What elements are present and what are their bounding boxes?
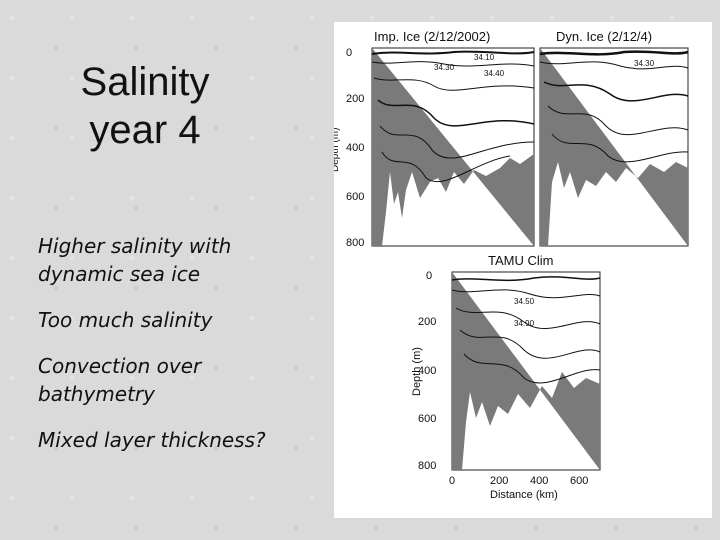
y-tick: 800: [418, 460, 436, 472]
y-tick: 200: [346, 93, 364, 105]
contour-label: 34.30: [634, 59, 655, 68]
panel-title-dyn-ice: Dyn. Ice (2/12/4): [556, 29, 652, 44]
y-tick: 800: [346, 237, 364, 249]
contour-label: 34.40: [484, 69, 505, 78]
title-line-1: Salinity: [80, 60, 210, 104]
x-tick: 400: [530, 475, 548, 487]
y-tick: 600: [418, 413, 436, 425]
y-axis-label: Depth (m): [411, 347, 423, 396]
x-tick: 600: [570, 475, 588, 487]
y-tick: 400: [418, 365, 436, 377]
bullet-list: Higher salinity with dynamic sea ice Too…: [38, 232, 318, 472]
x-tick: 200: [490, 475, 508, 487]
contour-label: 34.10: [474, 53, 495, 62]
y-tick: 0: [426, 270, 432, 282]
title-line-2: year 4: [89, 108, 201, 152]
bullet-item: Higher salinity with dynamic sea ice: [38, 234, 232, 286]
salinity-section-figure: Imp. Ice (2/12/2002) Dyn. Ice (2/12/4) T…: [334, 22, 712, 518]
panel-tamu-clim: 34.50 34.90: [451, 271, 601, 471]
bullet-item: Mixed layer thickness?: [38, 428, 266, 452]
contour-label: 34.30: [434, 63, 455, 72]
y-axis-label-top: Depth (m): [334, 128, 341, 172]
bullet-item: Convection over bathymetry: [38, 354, 202, 406]
contour-label: 34.50: [514, 297, 535, 306]
x-axis-label: Distance (km): [490, 489, 558, 501]
y-tick: 400: [346, 142, 364, 154]
contour-label: 34.90: [514, 319, 535, 328]
figure-svg: Imp. Ice (2/12/2002) Dyn. Ice (2/12/4) T…: [334, 29, 689, 501]
panel-title-imp-ice: Imp. Ice (2/12/2002): [374, 29, 490, 44]
y-tick: 600: [346, 191, 364, 203]
y-tick: 200: [418, 316, 436, 328]
panel-title-tamu: TAMU Clim: [488, 253, 553, 268]
bullet-item: Too much salinity: [38, 308, 213, 332]
panel-imp-ice: 34.10 34.30 34.40: [371, 47, 535, 247]
y-tick: 0: [346, 47, 352, 59]
slide-title: Salinity year 4: [50, 58, 240, 154]
x-tick: 0: [449, 475, 455, 487]
panel-dyn-ice: 34.30: [539, 47, 689, 247]
